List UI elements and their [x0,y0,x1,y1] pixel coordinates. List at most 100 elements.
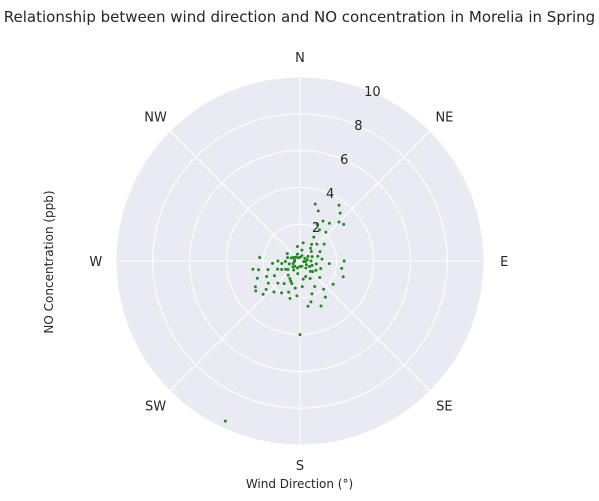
data-point [294,255,298,259]
data-point [286,273,290,277]
data-point [295,294,299,298]
data-point [321,219,325,223]
data-point [292,268,296,272]
direction-labels: N NE E SE S SW W NW [89,51,508,474]
x-axis-label: Wind Direction (°) [246,477,353,491]
data-point [287,262,291,266]
data-point [257,268,261,272]
data-point [342,259,346,263]
data-point [308,265,312,269]
radial-tick-label: 10 [364,85,381,100]
radial-tick-label: 2 [312,221,320,236]
chart-title: Relationship between wind direction and … [4,8,595,26]
data-point [301,277,305,281]
radial-tick-label: 8 [354,119,362,134]
data-point [286,267,290,271]
data-point [322,287,326,291]
data-point [316,209,320,213]
data-point [264,287,268,291]
data-point [319,267,323,271]
data-point [308,269,312,273]
data-point [282,282,286,286]
data-point [296,272,300,276]
data-point [298,265,302,269]
direction-tick-label: W [89,255,102,270]
radial-tick-label: 6 [340,153,348,168]
angular-gridline [299,130,431,262]
data-point [306,304,310,308]
data-point [254,289,258,293]
data-point [273,274,276,278]
direction-tick-label: SE [436,399,452,414]
data-point [323,295,327,299]
data-point [304,259,307,263]
data-point [285,252,289,256]
direction-tick-label: NE [435,111,453,126]
data-point [284,267,288,271]
data-point [289,279,293,283]
data-point [310,263,314,267]
data-point [312,235,316,239]
data-point [258,255,262,259]
data-point [324,230,328,234]
data-point [304,263,308,267]
data-point [261,292,265,296]
data-point [304,275,308,279]
data-point [303,256,307,260]
data-point [295,266,299,270]
y-axis-label: NO Concentration (ppb) [42,190,56,333]
data-point [295,252,299,256]
data-point [298,333,302,337]
data-point [286,256,290,260]
data-point [271,261,275,265]
data-point [272,290,276,294]
data-point [322,242,326,246]
polar-grid [115,76,485,446]
data-point [266,281,270,285]
data-point [318,250,322,254]
data-point [280,262,284,266]
data-point [342,222,346,226]
data-point [311,270,315,274]
data-point [300,285,304,289]
data-point [309,250,313,254]
data-point [276,267,280,271]
data-point [313,285,317,288]
data-point [300,248,304,252]
data-point [338,211,342,215]
data-point [327,221,331,225]
direction-tick-label: N [295,51,305,66]
data-point [315,222,319,226]
data-point [315,242,319,246]
data-point [276,259,280,263]
data-point [310,292,314,296]
data-point [313,202,317,206]
data-point [276,281,280,285]
data-point [308,277,312,281]
data-point [266,268,270,272]
data-point [265,275,269,279]
data-point [293,259,296,263]
data-point [288,296,292,300]
data-point [223,419,227,423]
data-point [280,268,284,272]
direction-tick-label: NW [144,111,167,126]
data-points [223,202,346,423]
data-point [340,266,344,270]
radial-labels: 2 4 6 8 10 [312,85,381,236]
data-point [337,203,341,207]
data-point [327,262,331,266]
data-point [318,276,322,280]
angular-gridline [299,260,431,392]
data-point [292,255,296,259]
data-point [309,259,313,263]
data-point [290,281,294,285]
direction-tick-label: SW [145,399,166,414]
data-point [289,256,293,260]
data-point [310,242,314,246]
data-point [255,276,259,280]
data-point [293,286,297,290]
data-point [318,228,321,232]
angular-gridline [169,130,301,262]
